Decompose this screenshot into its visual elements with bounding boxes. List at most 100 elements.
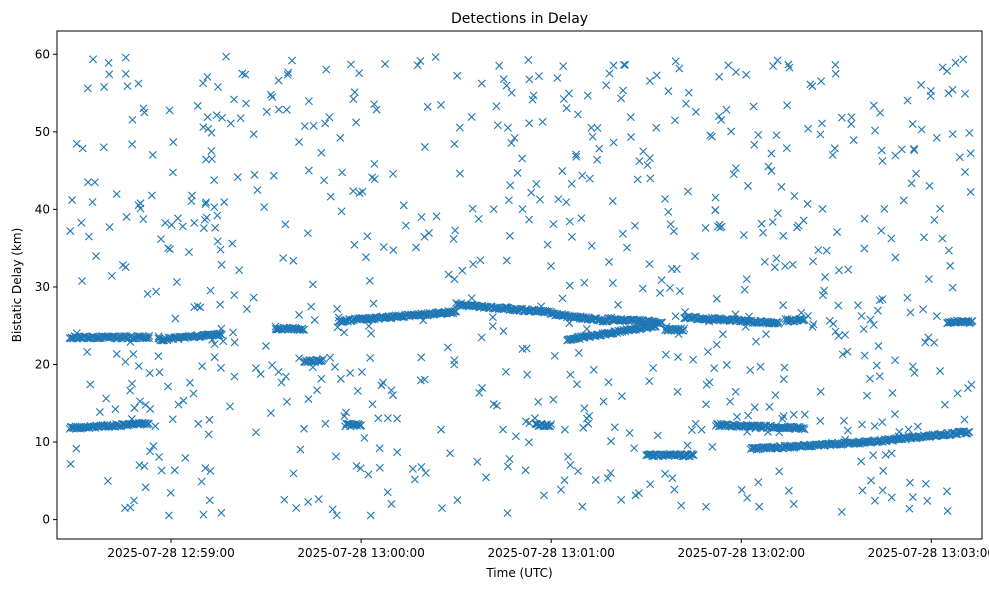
x-tick-label: 2025-07-28 13:01:00 bbox=[487, 546, 614, 560]
data-point bbox=[364, 470, 373, 479]
data-point bbox=[230, 372, 239, 381]
data-point bbox=[501, 303, 510, 312]
data-point bbox=[559, 62, 568, 71]
data-point bbox=[818, 291, 827, 300]
data-point bbox=[121, 53, 130, 62]
data-point bbox=[877, 226, 886, 235]
data-point bbox=[560, 425, 569, 434]
data-point bbox=[210, 340, 219, 349]
data-point bbox=[948, 130, 957, 139]
data-point bbox=[149, 442, 158, 451]
data-point bbox=[540, 491, 548, 500]
data-point bbox=[469, 260, 478, 269]
data-point bbox=[921, 338, 930, 347]
data-point bbox=[524, 56, 533, 64]
data-point bbox=[708, 442, 717, 451]
data-point bbox=[595, 144, 604, 153]
data-point bbox=[198, 362, 207, 371]
data-point bbox=[155, 453, 164, 461]
data-point bbox=[689, 355, 698, 364]
data-point bbox=[322, 65, 331, 74]
data-point bbox=[174, 400, 183, 409]
data-point bbox=[731, 68, 740, 77]
data-point bbox=[281, 372, 290, 381]
data-point bbox=[849, 136, 858, 145]
data-point bbox=[584, 419, 593, 428]
data-point bbox=[280, 495, 289, 504]
data-point bbox=[543, 308, 552, 316]
data-point bbox=[831, 69, 840, 78]
data-point bbox=[609, 138, 618, 147]
data-point bbox=[86, 380, 95, 389]
data-point bbox=[764, 162, 773, 171]
data-point bbox=[277, 378, 286, 387]
data-point bbox=[196, 303, 205, 312]
data-point bbox=[178, 222, 187, 231]
data-point bbox=[633, 175, 642, 184]
data-point bbox=[510, 133, 519, 142]
data-point bbox=[746, 366, 755, 375]
data-point bbox=[684, 88, 693, 97]
data-point bbox=[799, 216, 808, 225]
data-point bbox=[636, 315, 645, 324]
data-point bbox=[831, 60, 840, 69]
data-point bbox=[585, 174, 594, 183]
x-axis: 2025-07-28 12:59:00 2025-07-28 13:00:00 20… bbox=[107, 539, 989, 560]
data-point bbox=[268, 361, 277, 370]
data-point bbox=[865, 374, 874, 383]
data-point bbox=[393, 414, 402, 423]
data-point bbox=[646, 174, 655, 183]
data-point bbox=[919, 305, 928, 314]
data-point bbox=[417, 213, 426, 222]
data-point bbox=[566, 461, 575, 470]
data-point bbox=[773, 209, 782, 218]
data-point bbox=[455, 169, 464, 178]
data-point bbox=[138, 418, 147, 427]
data-point bbox=[752, 337, 761, 346]
data-point bbox=[332, 511, 341, 520]
data-point bbox=[872, 361, 881, 370]
data-point bbox=[129, 350, 138, 359]
data-point bbox=[501, 367, 510, 376]
data-point bbox=[670, 485, 679, 494]
data-point bbox=[818, 205, 827, 214]
data-point bbox=[816, 387, 825, 396]
data-point bbox=[217, 363, 225, 372]
data-point bbox=[908, 119, 917, 128]
data-point bbox=[66, 459, 75, 468]
data-point bbox=[128, 379, 137, 388]
data-point bbox=[781, 261, 790, 270]
data-point bbox=[712, 340, 721, 349]
data-point bbox=[773, 56, 782, 65]
data-point bbox=[626, 113, 635, 122]
data-point bbox=[233, 173, 242, 182]
data-point bbox=[467, 112, 476, 121]
data-point bbox=[887, 234, 896, 243]
data-point bbox=[822, 246, 831, 255]
data-point bbox=[77, 218, 86, 227]
data-point bbox=[488, 322, 497, 331]
data-point bbox=[199, 510, 208, 519]
data-point bbox=[838, 350, 847, 359]
data-point bbox=[413, 61, 422, 70]
data-point bbox=[136, 204, 145, 213]
data-point bbox=[630, 221, 639, 230]
data-point bbox=[630, 444, 639, 453]
data-point bbox=[714, 112, 723, 121]
data-point bbox=[523, 370, 532, 379]
data-point bbox=[646, 480, 655, 489]
data-point bbox=[617, 94, 626, 103]
data-point bbox=[645, 260, 654, 269]
data-point bbox=[66, 226, 75, 235]
data-point bbox=[412, 243, 421, 252]
data-point bbox=[230, 95, 239, 104]
data-point bbox=[219, 337, 228, 346]
data-point bbox=[144, 419, 153, 428]
data-point bbox=[269, 171, 278, 180]
data-point bbox=[739, 230, 748, 239]
data-point bbox=[904, 425, 913, 434]
data-point bbox=[606, 468, 615, 477]
data-point bbox=[593, 155, 602, 164]
data-point bbox=[710, 364, 719, 373]
